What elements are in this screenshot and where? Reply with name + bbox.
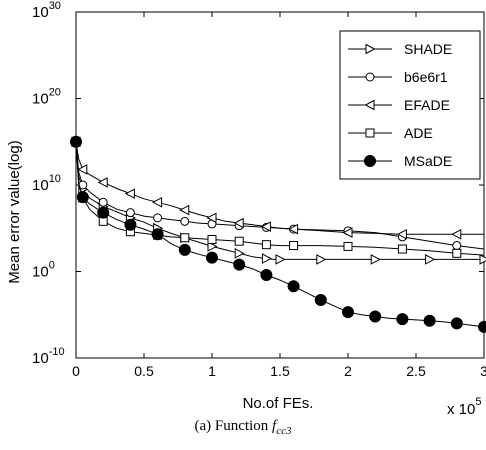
legend-label-shade: SHADE xyxy=(404,41,452,57)
legend-label-ade: ADE xyxy=(404,125,433,141)
data-point-msade xyxy=(152,229,163,240)
data-point-b6e6r1 xyxy=(126,209,134,217)
data-point-msade xyxy=(370,311,381,322)
data-point-efade xyxy=(99,178,108,187)
data-point-efade xyxy=(180,206,189,215)
figure-caption: (a) Function fcc3 xyxy=(0,418,486,437)
x-axis-multiplier: x 105 xyxy=(447,396,481,418)
x-tick-label: 1.5 xyxy=(270,363,290,379)
data-point-b6e6r1 xyxy=(181,217,189,225)
data-point-ade xyxy=(262,241,270,249)
y-tick-label: 1030 xyxy=(32,0,61,21)
x-tick-label: 2 xyxy=(344,363,352,379)
legend-marker-b6e6r1 xyxy=(366,73,374,81)
data-point-b6e6r1 xyxy=(453,242,461,250)
x-tick-label: 2.5 xyxy=(406,363,426,379)
legend-label-efade: EFADE xyxy=(404,97,450,113)
data-point-msade xyxy=(288,281,299,292)
data-point-ade xyxy=(344,242,352,250)
x-axis-label: No.of FEs. xyxy=(243,395,314,412)
legend: SHADE b6e6r1 EFADE ADE MSaDE xyxy=(340,31,480,179)
data-point-msade xyxy=(479,321,486,332)
data-point-msade xyxy=(125,219,136,230)
x-tick-label: 0 xyxy=(72,363,80,379)
data-point-ade xyxy=(181,234,189,242)
data-point-msade xyxy=(343,307,354,318)
caption-function-subscript: cc3 xyxy=(276,425,291,437)
data-point-msade xyxy=(397,314,408,325)
data-point-shade xyxy=(262,254,271,263)
x-tick-label: 0.5 xyxy=(134,363,154,379)
legend-marker-msade xyxy=(365,156,376,167)
data-point-efade xyxy=(452,230,461,239)
data-point-ade xyxy=(453,249,461,257)
legend-label-msade: MSaDE xyxy=(404,153,452,169)
data-point-b6e6r1 xyxy=(154,214,162,222)
data-point-msade xyxy=(98,207,109,218)
data-point-shade xyxy=(480,255,486,264)
data-point-shade xyxy=(235,249,244,258)
data-point-msade xyxy=(315,295,326,306)
data-point-msade xyxy=(424,315,435,326)
data-point-msade xyxy=(451,318,462,329)
data-point-ade xyxy=(398,245,406,253)
y-tick-label: 1010 xyxy=(32,173,61,194)
y-axis-label: Mean error value(log) xyxy=(6,140,23,283)
data-point-efade xyxy=(78,165,87,174)
data-point-b6e6r1 xyxy=(99,198,107,206)
data-point-ade xyxy=(235,237,243,245)
data-point-efade xyxy=(126,189,134,198)
x-tick-label: 3 xyxy=(480,363,486,379)
data-point-msade xyxy=(234,259,245,270)
y-tick-label: 10-10 xyxy=(32,346,65,367)
legend-marker-ade xyxy=(366,129,374,137)
y-tick-label: 100 xyxy=(32,260,55,281)
data-point-msade xyxy=(71,136,82,147)
legend-label-b6e6r1: b6e6r1 xyxy=(404,69,448,85)
data-point-shade xyxy=(317,255,326,264)
data-point-shade xyxy=(426,255,435,264)
x-tick-label: 1 xyxy=(208,363,216,379)
data-point-msade xyxy=(261,269,272,280)
data-point-ade xyxy=(208,235,216,243)
data-point-shade xyxy=(276,255,285,264)
data-point-msade xyxy=(207,252,218,263)
data-point-shade xyxy=(371,255,380,264)
data-point-ade xyxy=(290,242,298,250)
data-point-efade xyxy=(153,198,162,207)
data-point-msade xyxy=(77,192,88,203)
y-tick-label: 1020 xyxy=(32,87,61,108)
data-point-msade xyxy=(179,244,190,255)
